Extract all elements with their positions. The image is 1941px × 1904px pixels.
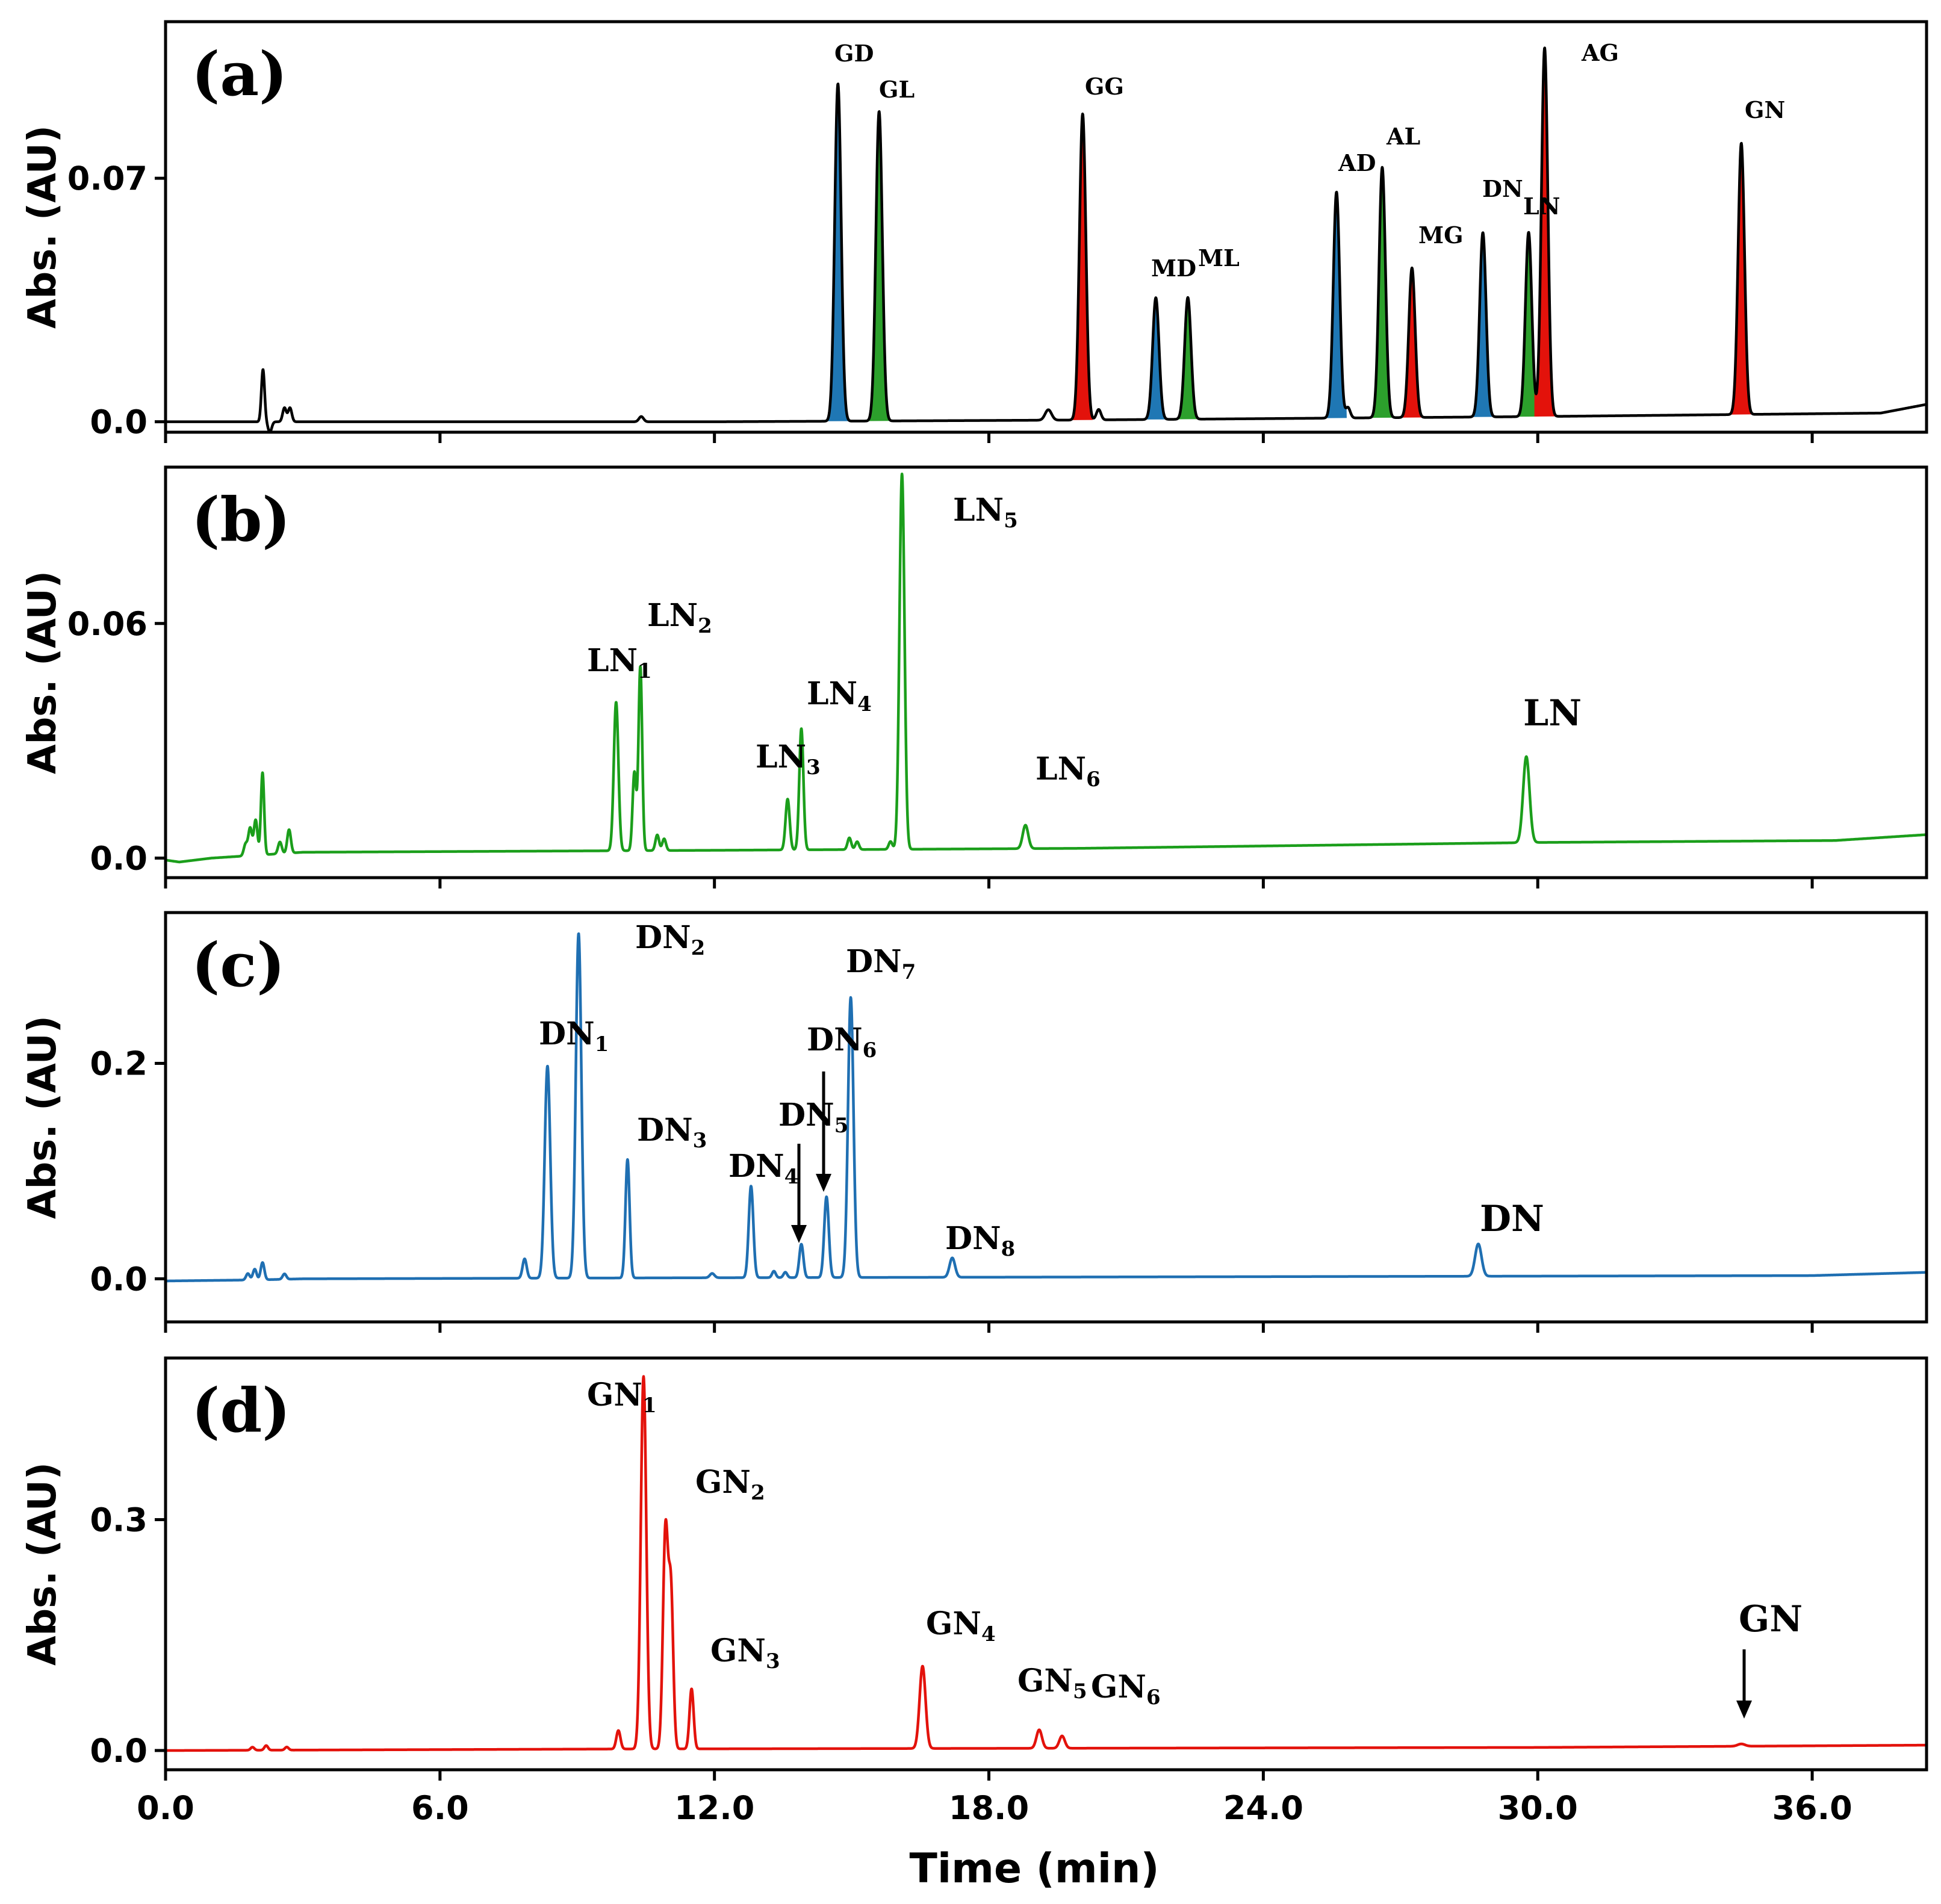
panel-label-a: (a) — [191, 39, 287, 110]
peak-label-a-al: AL — [1386, 123, 1420, 150]
peak-label-a-ad: AD — [1338, 149, 1376, 176]
peak-label-d-gn3: GN3 — [710, 1633, 780, 1673]
y-tick-label-a-1: 0.07 — [67, 160, 148, 197]
peak-label-c-dn: DN — [1480, 1198, 1544, 1240]
y-tick-label-a-0: 0.0 — [90, 403, 148, 441]
arrow-head-c-dn6 — [816, 1174, 831, 1192]
panel-label-c: (c) — [191, 929, 285, 1000]
x-tick-label-5: 30.0 — [1498, 1789, 1578, 1827]
x-tick-label-6: 36.0 — [1772, 1789, 1852, 1827]
panel-label-d: (d) — [191, 1375, 291, 1446]
peak-label-a-gl: GL — [879, 76, 915, 103]
panel-label-b: (b) — [191, 484, 291, 555]
peak-label-b-ln2: LN2 — [647, 597, 712, 638]
peak-label-b-ln4: LN4 — [807, 675, 872, 716]
peak-label-d-gn1: GN1 — [587, 1377, 657, 1418]
chromatogram-trace-b — [164, 473, 1928, 864]
peak-label-a-ln: LN — [1523, 193, 1560, 220]
y-axis-title-d: Abs. (AU) — [20, 1462, 65, 1666]
plot-frame-a — [164, 20, 1928, 434]
x-tick-label-4: 24.0 — [1223, 1789, 1303, 1827]
peak-label-d-gn4: GN4 — [926, 1605, 996, 1646]
chromatogram-trace-d — [164, 1375, 1928, 1752]
y-tick-label-c-0: 0.0 — [90, 1260, 148, 1298]
peak-label-b-ln6: LN6 — [1036, 751, 1101, 792]
y-axis-title-c: Abs. (AU) — [20, 1016, 65, 1219]
y-tick-label-b-1: 0.06 — [67, 605, 148, 643]
x-tick-label-1: 6.0 — [411, 1789, 469, 1827]
peak-label-a-mg: MG — [1418, 222, 1464, 249]
y-tick-label-c-1: 0.2 — [90, 1045, 148, 1083]
plot-frame-b — [164, 465, 1928, 879]
peak-label-c-dn7: DN7 — [846, 943, 916, 984]
peak-label-a-gd: GD — [834, 40, 874, 67]
peak-label-b-ln3: LN3 — [756, 739, 821, 780]
y-tick-label-d-0: 0.0 — [90, 1732, 148, 1770]
peak-label-c-dn8: DN8 — [945, 1220, 1015, 1261]
x-axis-title: Time (min) — [909, 1845, 1159, 1893]
peak-label-c-dn5: DN5 — [778, 1097, 848, 1138]
peak-label-d-gn6: GN6 — [1091, 1669, 1161, 1710]
arrow-head-d-gn — [1736, 1701, 1752, 1719]
peak-label-c-dn6: DN6 — [807, 1022, 877, 1062]
peak-label-b-ln1: LN1 — [587, 642, 652, 683]
peak-label-a-md: MD — [1151, 255, 1196, 282]
plot-frame-c — [164, 911, 1928, 1324]
peak-label-a-ag: AG — [1581, 39, 1619, 66]
y-tick-label-b-0: 0.0 — [90, 840, 148, 878]
panel-c: 0.0 0.2 Abs. (AU) (c) DN1 DN2 DN3 DN4 DN5 DN6 DN7 D… — [20, 911, 1928, 1333]
peak-label-c-dn4: DN4 — [728, 1148, 798, 1189]
peak-label-d-gn5: GN5 — [1017, 1663, 1087, 1704]
x-tick-label-3: 18.0 — [949, 1789, 1029, 1827]
peak-label-b-ln5: LN5 — [953, 492, 1018, 533]
peak-label-c-dn3: DN3 — [637, 1112, 707, 1153]
peak-label-a-ml: ML — [1198, 244, 1240, 271]
y-tick-label-d-1: 0.3 — [90, 1501, 148, 1539]
x-tick-label-0: 0.0 — [137, 1789, 194, 1827]
peak-label-c-dn2: DN2 — [635, 919, 705, 960]
peak-label-a-gn: GN — [1745, 96, 1785, 123]
chromatogram-trace-c — [164, 932, 1928, 1283]
arrow-head-c-dn5 — [791, 1225, 807, 1243]
peak-label-c-dn1: DN1 — [539, 1016, 609, 1056]
y-axis-title-b: Abs. (AU) — [20, 571, 65, 774]
peak-label-d-gn2: GN2 — [695, 1464, 765, 1505]
x-tick-label-2: 12.0 — [674, 1789, 754, 1827]
y-axis-title-a: Abs. (AU) — [20, 125, 65, 329]
chromatogram-trace-a — [164, 46, 1928, 433]
panel-d: 0.0 0.3 Abs. (AU) (d) GN1 GN2 GN3 GN4 GN5 GN6 GN — [20, 1356, 1928, 1781]
peak-label-a-dn: DN — [1482, 175, 1523, 202]
peak-label-a-gg: GG — [1085, 73, 1124, 100]
peak-label-d-gn: GN — [1739, 1598, 1803, 1640]
peak-label-b-ln: LN — [1523, 692, 1582, 734]
plot-frame-d — [164, 1356, 1928, 1772]
